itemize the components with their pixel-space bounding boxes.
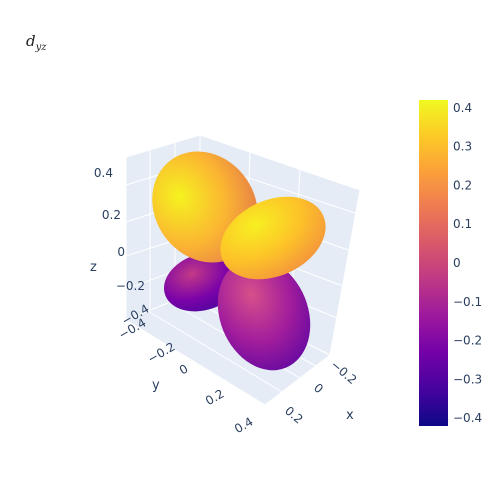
colorbar-tick: 0.3 — [453, 140, 472, 154]
colorbar-tick: 0.1 — [453, 217, 472, 231]
x-tick: 0.2 — [282, 404, 306, 427]
colorbar-tick: 0.2 — [453, 178, 472, 192]
upper-front-lobe[interactable] — [207, 181, 338, 295]
z-tick: 0.4 — [94, 166, 113, 180]
colorbar-tick: −0.1 — [453, 295, 482, 309]
z-tick: −0.2 — [116, 279, 145, 293]
lower-front-lobe[interactable] — [201, 244, 326, 385]
z-tick: 0.2 — [102, 208, 121, 222]
z-tick: 0 — [117, 245, 125, 259]
x-axis-label: x — [346, 408, 354, 423]
chart-title: dyz — [26, 32, 47, 53]
z-axis-label: z — [90, 260, 97, 275]
x-tick: −0.2 — [328, 358, 359, 387]
x-tick: 0 — [311, 381, 326, 397]
colorbar: 0.4 0.3 0.2 0.1 0 −0.1 −0.2 −0.3 −0.4 — [419, 100, 482, 426]
colorbar-tick: 0.4 — [453, 101, 472, 115]
colorbar-fill — [419, 100, 448, 426]
y-tick: 0 — [177, 361, 191, 377]
z-axis: 0.4 0.2 0 −0.2 z — [90, 166, 145, 293]
y-axis-label: y — [152, 378, 160, 393]
colorbar-tick: −0.3 — [453, 372, 482, 386]
orbital-surface[interactable] — [131, 131, 339, 384]
colorbar-tick: −0.2 — [453, 334, 482, 348]
colorbar-tick: −0.4 — [453, 411, 482, 425]
y-tick: 0.2 — [203, 386, 227, 408]
colorbar-tick: 0 — [453, 256, 461, 270]
y-tick: −0.2 — [145, 339, 177, 366]
y-tick: 0.4 — [232, 414, 256, 436]
